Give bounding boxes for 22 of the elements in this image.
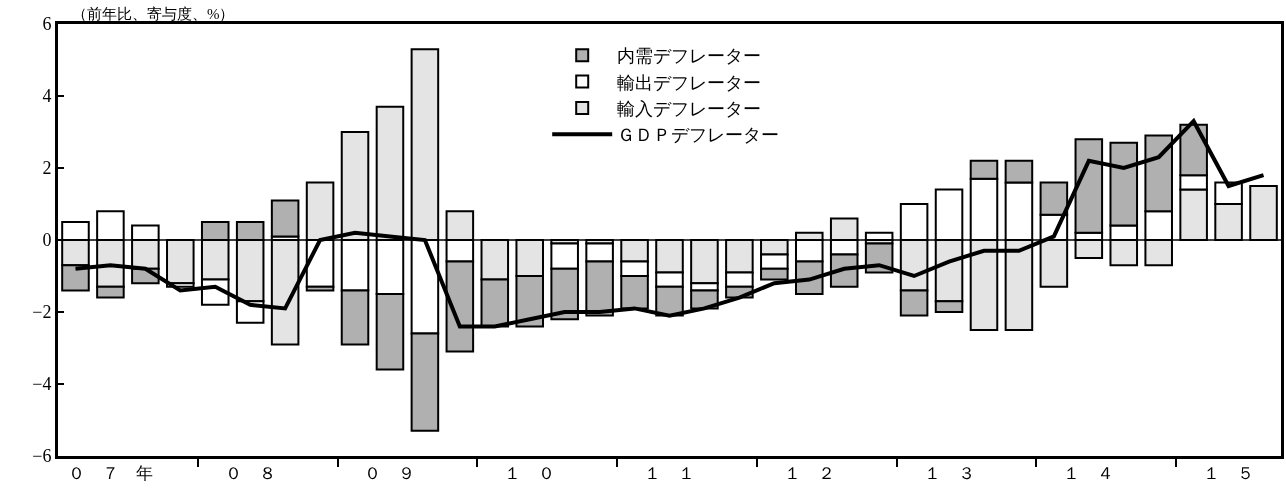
y-tick-label: −6 bbox=[32, 446, 52, 467]
y-tick-label: −4 bbox=[32, 374, 52, 395]
x-tick-label: １ ２ bbox=[783, 464, 835, 484]
legend-label: 輸出デフレーター bbox=[617, 72, 762, 93]
y-tick-label: −2 bbox=[32, 302, 52, 323]
legend-label: ＧＤＰデフレーター bbox=[617, 125, 780, 146]
x-tick-label: １ ５ bbox=[1203, 464, 1255, 484]
y-tick-label: 6 bbox=[42, 14, 52, 35]
legend-label: 輸入デフレーター bbox=[617, 98, 762, 119]
x-tick-label: １ １ bbox=[644, 464, 695, 484]
x-tick-label: ０ ８ bbox=[224, 464, 276, 484]
y-tick-label: 2 bbox=[42, 158, 52, 179]
x-tick-label: ０ ９ bbox=[364, 464, 416, 484]
y-tick-label: 4 bbox=[42, 86, 52, 107]
y-tick-label: 0 bbox=[42, 230, 52, 251]
x-tick-label: ０ ７ 年 bbox=[67, 464, 153, 484]
x-tick-label: １ ３ bbox=[923, 464, 975, 484]
x-tick-label: １ ４ bbox=[1063, 464, 1115, 484]
x-tick-label: １ ０ bbox=[504, 464, 556, 484]
legend-label: 内需デフレーター bbox=[617, 46, 762, 67]
text: （前年比、寄与度、%） bbox=[72, 6, 235, 22]
bar bbox=[270, 199, 300, 238]
